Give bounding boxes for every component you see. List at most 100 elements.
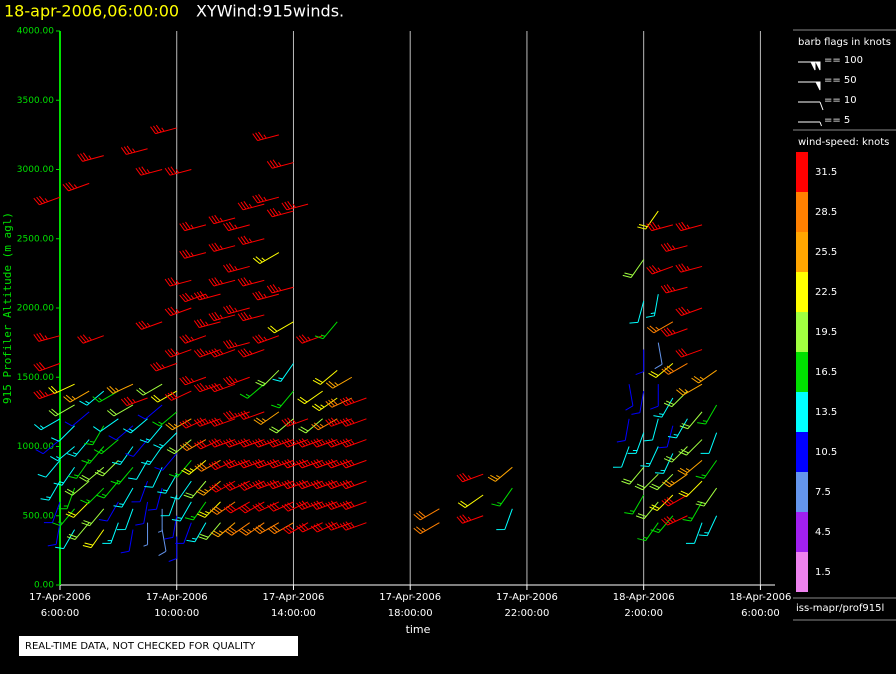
- wind-barb: [84, 425, 105, 446]
- wind-barb: [491, 487, 513, 507]
- wind-barb: [194, 439, 221, 450]
- wind-barb: [252, 438, 280, 448]
- wind-barb: [675, 221, 703, 232]
- x-tick-label: 17-Apr-2006 6:00:00: [29, 592, 91, 619]
- barb-legend-label: == 50: [824, 75, 857, 86]
- wind-barb: [637, 210, 659, 230]
- quality-note: REAL-TIME DATA, NOT CHECKED FOR QUALITY: [25, 641, 256, 652]
- wind-barb: [96, 480, 119, 499]
- wind-barb: [237, 348, 265, 358]
- y-tick-label: 1000.00: [17, 442, 54, 452]
- wind-barb: [58, 487, 76, 510]
- wind-barb: [116, 508, 134, 531]
- wind-barb: [325, 500, 353, 510]
- wind-barb: [613, 446, 630, 468]
- y-tick-label: 0.00: [34, 581, 54, 591]
- wind-barb: [150, 362, 177, 372]
- x-tick-label: 17-Apr-2006 18:00:00: [379, 592, 441, 619]
- wind-barb: [310, 522, 338, 533]
- x-tick-label: 17-Apr-2006 10:00:00: [146, 592, 208, 619]
- source-label: iss-mapr/prof915l: [796, 603, 884, 614]
- wind-barb: [208, 277, 236, 287]
- y-tick-label: 500.00: [23, 511, 55, 521]
- wind-barb: [136, 383, 163, 396]
- wind-barb: [238, 522, 265, 536]
- wind-barb: [650, 515, 674, 534]
- wind-barb: [209, 501, 236, 515]
- wind-barb: [310, 479, 338, 490]
- wind-barb: [622, 259, 645, 279]
- y-tick-label: 4000.00: [17, 27, 54, 37]
- y-axis-label: 915 Profiler Altitude (m agl): [1, 212, 14, 404]
- wind-barb: [644, 418, 659, 442]
- wind-barb: [239, 383, 265, 399]
- wind-barb: [175, 522, 192, 544]
- wind-barb: [631, 391, 645, 415]
- wind-barb: [150, 124, 177, 135]
- wind-barb: [77, 152, 104, 162]
- wind-barb: [625, 384, 634, 411]
- wind-barb: [413, 522, 440, 535]
- wind-barb: [237, 235, 265, 245]
- wind-barb: [80, 487, 105, 505]
- colorbar-label: 13.5: [815, 407, 837, 418]
- wind-barb: [691, 369, 717, 384]
- wind-barb: [339, 479, 367, 490]
- wind-barb: [106, 383, 134, 394]
- wind-barb: [667, 418, 688, 439]
- wind-barb: [237, 410, 265, 420]
- wind-barb: [697, 404, 718, 425]
- wind-barb: [33, 332, 61, 342]
- chart-title: 18-apr-2006,06:00:00: [4, 2, 179, 21]
- colorbar-label: 1.5: [815, 567, 831, 578]
- wind-barb: [164, 348, 192, 358]
- colorbar-swatch: [796, 272, 808, 312]
- wind-barb: [675, 306, 703, 316]
- note-box: [19, 636, 298, 656]
- wind-barb: [51, 425, 75, 442]
- wind-barb: [164, 515, 178, 540]
- wind-barb: [108, 425, 134, 441]
- wind-barb: [339, 396, 367, 407]
- wind-barb: [310, 438, 338, 448]
- wind-barb: [237, 277, 265, 287]
- wind-barb: [164, 166, 192, 176]
- wind-barb: [179, 418, 207, 429]
- wind-barb: [272, 363, 294, 382]
- wind-barb: [141, 446, 163, 466]
- wind-barb: [339, 438, 367, 448]
- wind-barb: [125, 439, 148, 457]
- colorbar-swatch: [796, 352, 808, 392]
- x-tick-label: 17-Apr-2006 22:00:00: [496, 592, 558, 619]
- wind-barb: [33, 389, 61, 400]
- barb-legend-sample: [798, 101, 824, 111]
- wind-barb: [208, 459, 236, 471]
- wind-barb: [93, 418, 119, 432]
- wind-barb: [252, 131, 280, 142]
- barb-legend-sample: [798, 121, 822, 127]
- wind-barb: [120, 145, 148, 155]
- wind-barb: [655, 453, 674, 474]
- wind-barb: [120, 396, 148, 407]
- wind-barb: [252, 334, 280, 344]
- wind-barb: [281, 417, 309, 427]
- wind-barb: [296, 479, 323, 490]
- wind-barb: [339, 459, 367, 469]
- wind-barb: [223, 501, 250, 514]
- wind-barb: [210, 522, 236, 538]
- wind-barb: [164, 306, 192, 316]
- wind-barb: [223, 263, 250, 273]
- wind-barb: [646, 221, 673, 232]
- y-tick-label: 3000.00: [17, 165, 54, 175]
- wind-barb: [325, 521, 353, 531]
- wind-barb: [267, 321, 294, 334]
- chart-subtitle: XYWind:915winds.: [196, 2, 344, 21]
- wind-barb: [252, 194, 280, 204]
- wind-barb: [267, 522, 294, 535]
- wind-barb: [179, 375, 207, 386]
- colorbar-swatch: [796, 192, 808, 232]
- wind-barb: [266, 207, 294, 218]
- wind-barb: [48, 404, 75, 417]
